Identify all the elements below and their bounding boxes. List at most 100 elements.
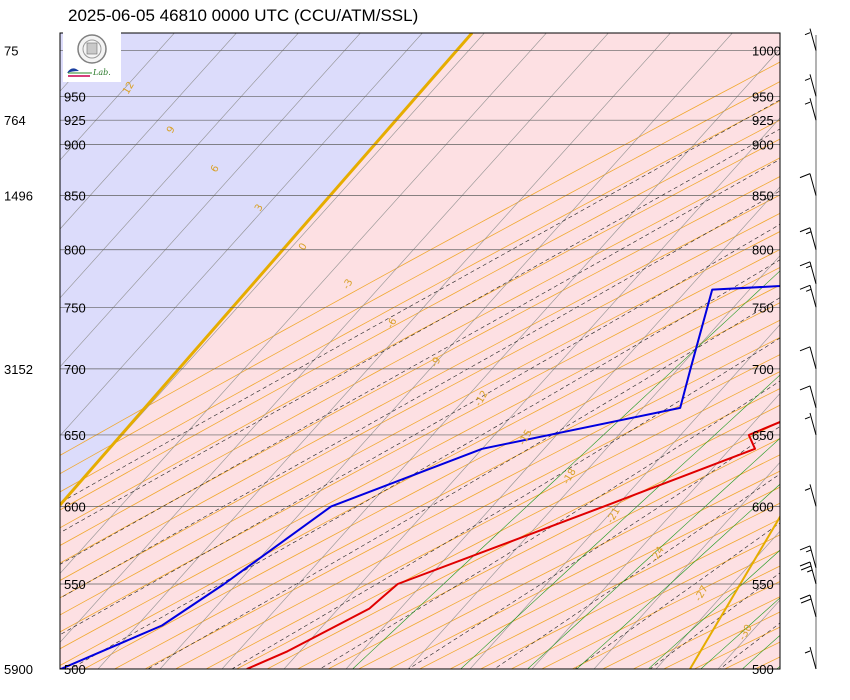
isotherm-line (159, 33, 733, 669)
isotherm-line (809, 24, 850, 700)
dry-adiabat-line (60, 81, 780, 475)
pressure-label-right: 925 (752, 113, 774, 128)
wind-barb-half-flag (804, 32, 811, 36)
dry-adiabat-line (60, 138, 780, 529)
dry-adiabat-line (60, 231, 780, 616)
pressure-label-left: 950 (64, 89, 86, 104)
dry-adiabat-line (60, 212, 780, 599)
plot-area (60, 24, 850, 700)
moist-adiabat-line (69, 259, 780, 669)
moist-adiabat-line (60, 99, 780, 504)
isotherm-line (60, 33, 485, 506)
pressure-label-right: 600 (752, 499, 774, 514)
wind-barb-flag (799, 173, 811, 179)
logo-text: Lab. (93, 68, 111, 77)
dry-adiabat-line (83, 302, 780, 669)
wind-barb (804, 484, 817, 507)
wind-barb (799, 284, 817, 308)
pressure-label-right: 900 (752, 138, 774, 153)
pressure-label-right: 1000 (752, 44, 781, 59)
wind-barbs (799, 28, 817, 670)
moist-adiabat-line (60, 190, 780, 599)
wind-barb (799, 545, 817, 569)
pressure-label-left: 600 (64, 499, 86, 514)
dry-adiabat-line (60, 266, 780, 650)
lab-seal-icon (67, 34, 107, 77)
isotherm-line (60, 33, 175, 161)
dry-adiabat-line (296, 421, 780, 669)
wind-barb (799, 173, 817, 196)
height-label: 3152 (4, 362, 33, 377)
wind-barb (804, 98, 817, 121)
wind-barb-staff (809, 261, 817, 284)
mixing-ratio-line (576, 483, 780, 669)
pressure-label-left: 700 (64, 362, 86, 377)
wind-barb (799, 561, 817, 585)
wind-barb (799, 594, 817, 618)
pressure-label-left: 925 (64, 113, 86, 128)
wind-barb-flag (800, 598, 812, 604)
dry-adiabat-line (357, 454, 780, 669)
wind-barb-flag (800, 565, 812, 571)
isotherm-line (97, 33, 671, 669)
dry-adiabat-line (60, 194, 780, 581)
dry-adiabat-label: 9 (165, 124, 178, 135)
wind-barb-half-flag (805, 549, 812, 553)
wind-barb-half-flag (805, 288, 812, 292)
moist-adiabat-line (60, 158, 780, 565)
pressure-label-left: 500 (64, 662, 86, 677)
isotherm-line (283, 117, 780, 669)
wind-barb-staff (809, 74, 817, 97)
pressure-label-left: 900 (64, 138, 86, 153)
isotherm-line (60, 33, 299, 299)
dry-adiabat-line (60, 61, 780, 456)
dry-adiabat-line (113, 319, 780, 669)
dry-adiabat-label: -6 (385, 316, 400, 330)
wind-barb-staff (809, 28, 817, 51)
wind-barb-half-flag (804, 650, 811, 654)
dry-adiabat-line (144, 336, 780, 669)
mixing-ratio-line (527, 437, 780, 669)
height-label: 764 (4, 113, 26, 128)
pressure-label-right: 800 (752, 243, 774, 258)
chart-title: 2025-06-05 46810 0000 UTC (CCU/ATM/SSL) (68, 6, 419, 25)
pressure-label-right: 850 (752, 189, 774, 204)
wind-barb-half-flag (804, 416, 811, 420)
wind-barb-half-flag (807, 569, 813, 573)
dry-adiabat-line (779, 24, 850, 687)
pressure-label-left: 550 (64, 577, 86, 592)
wind-barb (804, 412, 817, 436)
pressure-label-right: 650 (752, 428, 774, 443)
dry-adiabat-label: 3 (253, 202, 266, 213)
isotherm-line (345, 186, 780, 669)
wind-barb-half-flag (804, 77, 811, 81)
wind-barb-staff (809, 98, 817, 121)
mixing-ratio-line (460, 374, 780, 669)
dry-adiabat-line (60, 100, 780, 493)
isotherm-line (407, 255, 780, 669)
wind-barb-flag (799, 545, 811, 551)
isotherm-line (60, 33, 609, 643)
wind-barb (799, 261, 817, 284)
moist-adiabat-line (231, 337, 780, 669)
dry-adiabat-label: 6 (209, 163, 222, 174)
wind-barb-staff (809, 561, 817, 585)
plot-frame (59, 32, 781, 670)
wind-barb-half-flag (805, 231, 812, 235)
wind-barb (799, 227, 817, 250)
dry-adiabat-line (418, 486, 780, 669)
dry-adiabat-line (60, 249, 780, 633)
dry-adiabat-line (60, 176, 780, 564)
dry-adiabat-line (388, 470, 780, 669)
pressure-label-left: 800 (64, 243, 86, 258)
wind-barb (799, 346, 817, 369)
wind-barb (799, 385, 817, 409)
isotherm-line (60, 33, 547, 574)
isotherm-line (593, 461, 780, 669)
dry-adiabat-line (809, 24, 850, 687)
dry-adiabat-line (60, 157, 780, 546)
stability-boundary-curve (60, 33, 474, 506)
dry-adiabat-label: 0 (297, 241, 310, 252)
pressure-label-right: 750 (752, 300, 774, 315)
